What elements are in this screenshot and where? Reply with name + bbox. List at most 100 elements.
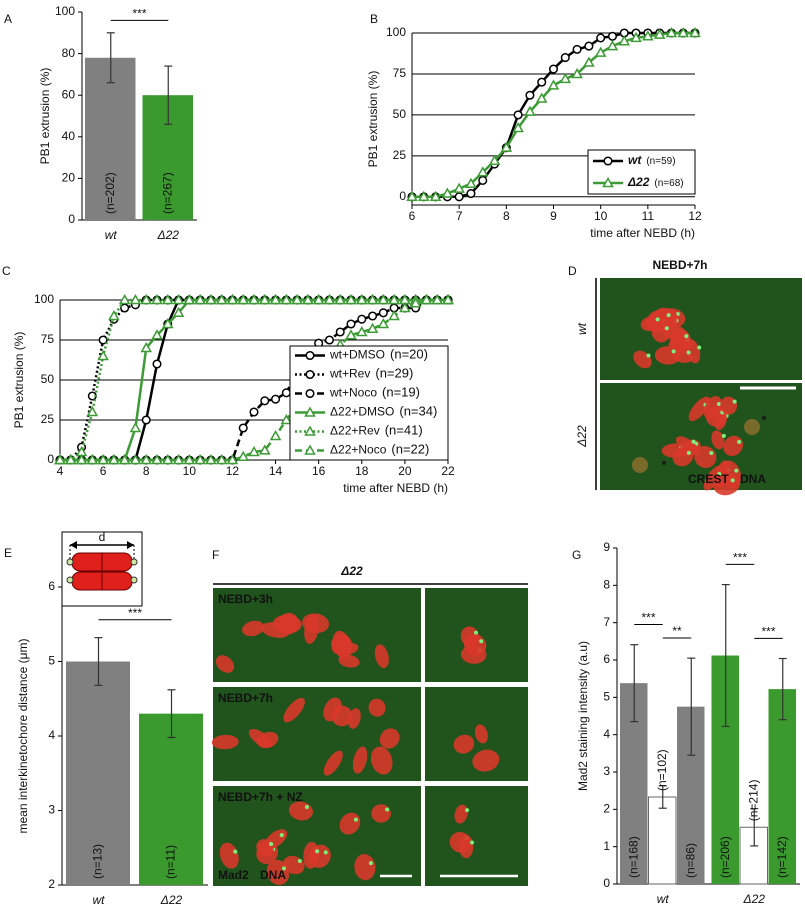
kinetochore [686,350,691,355]
x-tick-label: wt [657,892,670,906]
data-point [689,26,701,38]
legend-name: Δ22+Rev [330,424,380,438]
n-label: (n=214) [746,780,760,822]
significance-label: ** [672,624,682,638]
data-point [151,329,163,340]
data-point [366,293,379,305]
chromosome [215,655,235,673]
channel-label: DNA [260,868,286,882]
y-tick-label: 5 [48,654,55,668]
data-point [466,188,476,199]
data-point [607,31,618,41]
data-point [606,40,619,51]
n-label: (n=11) [164,845,178,879]
channel-label: DNA [740,472,766,486]
bar [139,713,203,885]
panel-letter: B [370,12,378,26]
kinetochore [353,817,358,822]
data-point [118,453,131,465]
data-point [323,293,336,305]
data-point [418,190,430,202]
bar [85,57,136,221]
data-point [249,407,259,417]
kinetochore [730,478,735,483]
data-point [281,388,291,398]
data-point [141,415,151,425]
kinetochore [684,334,689,339]
data-point [129,293,142,305]
chromosome [454,804,468,824]
x-tick-label: 12 [688,209,702,223]
y-tick-label: 6 [48,579,55,593]
legend-marker [305,350,315,361]
image-title: Δ22 [340,564,363,578]
data-point [238,423,248,433]
n-label: (n=202) [103,172,117,214]
data-point [335,327,345,337]
x-tick-label: 10 [594,209,608,223]
y-tick-label: 40 [62,129,76,143]
data-point [324,335,334,345]
schematic-kinetochore [66,558,74,566]
data-point [478,175,488,185]
kinetochore [734,468,739,473]
x-tick-label: 6 [100,464,107,478]
panel-letter: D [568,264,577,278]
data-point [441,187,454,198]
kinetochore [666,313,671,318]
data-point [140,453,153,465]
legend-name: wt+Noco [329,386,377,400]
x-axis-label: time after NEBD (h) [343,481,448,495]
kinetochore [479,639,484,644]
data-point [355,293,368,305]
legend-note: (n=29) [375,366,413,381]
legend-marker [305,388,315,399]
data-point [500,141,513,152]
chromosome [304,615,319,644]
data-point [269,429,282,441]
chromosome [472,749,500,772]
chromosome [248,728,273,748]
data-point [280,293,293,305]
data-point [161,293,174,305]
data-point [97,349,109,361]
legend-note: (n=59) [646,156,675,167]
y-axis-label: mean interkinetochore distance (μm) [16,638,30,833]
x-tick-label: 9 [550,209,557,223]
legend-note: (n=19) [382,385,420,400]
data-point [653,28,666,39]
y-tick-label: 4 [48,728,55,742]
y-tick-label: 0 [47,452,54,466]
data-point [129,421,142,433]
x-tick-label: wt [93,893,106,907]
kinetochore [385,807,390,812]
data-point [560,53,570,63]
x-tick-label: 20 [398,464,412,478]
data-point [161,317,174,329]
data-point [75,453,88,465]
kinetochore [709,451,714,456]
data-point [524,105,536,116]
legend-name: Δ22+DMSO [330,405,394,419]
legend-marker [603,156,613,166]
chromosome [352,746,368,774]
data-point [194,293,206,305]
kinetochore [732,399,737,404]
kinetochore [737,439,742,444]
data-point [140,293,153,305]
data-point [237,450,250,462]
y-tick-label: 100 [386,25,406,39]
legend-name: wt [628,153,642,167]
legend-label: wt+Noco (n=19) [329,385,420,400]
kinetochore [281,866,286,871]
y-tick-label: 3 [48,803,55,817]
data-point [97,453,109,465]
data-point [665,26,678,38]
x-tick-label: 6 [409,209,416,223]
data-point [183,293,196,305]
data-point [454,192,464,202]
y-tick-label: 0 [399,189,406,203]
data-point [161,453,174,465]
n-label: (n=86) [683,843,697,878]
kinetochore [279,833,284,838]
